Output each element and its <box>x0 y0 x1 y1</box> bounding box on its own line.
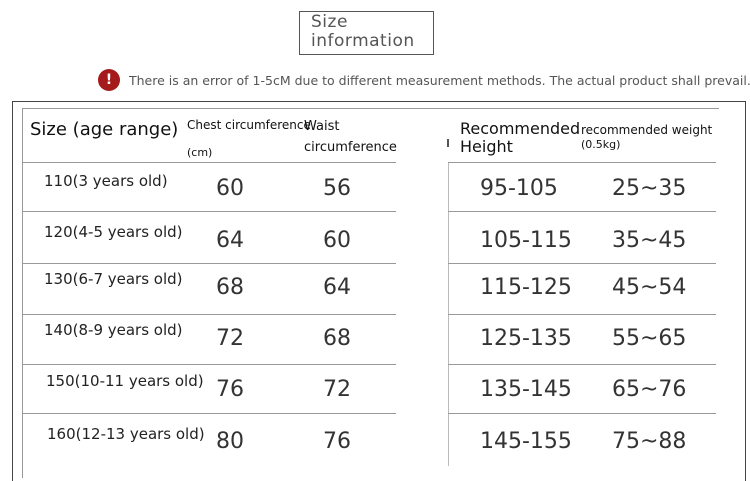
height-cell: 135-145 <box>480 377 572 402</box>
size-cell: 110(3 years old) <box>44 172 168 190</box>
weight-cell: 75~88 <box>612 429 687 454</box>
row-divider <box>23 211 396 212</box>
header-size: Size (age range) <box>30 119 179 140</box>
waist-cell: 72 <box>323 377 351 402</box>
page-title: Size information <box>299 11 434 55</box>
header-height: Recommended <box>460 119 581 138</box>
header-height-line2: Height <box>460 137 513 156</box>
header-chest: Chest circumference <box>187 118 311 132</box>
waist-cell: 76 <box>323 429 351 454</box>
row-divider <box>448 413 716 414</box>
header-dot <box>447 139 449 147</box>
waist-cell: 64 <box>323 275 351 300</box>
height-cell: 145-155 <box>480 429 572 454</box>
notice-text: There is an error of 1-5cM due to differ… <box>129 72 750 88</box>
row-divider <box>23 413 396 414</box>
waist-cell: 56 <box>323 176 351 201</box>
height-cell: 95-105 <box>480 176 558 201</box>
header-weight-unit: (0.5kg) <box>581 138 621 151</box>
chest-cell: 64 <box>216 228 244 253</box>
row-divider <box>448 314 716 315</box>
row-divider <box>23 263 396 264</box>
table-inner-frame <box>22 108 719 478</box>
chest-cell: 68 <box>216 275 244 300</box>
header-waist-line2: circumference <box>304 140 397 155</box>
row-divider <box>23 364 396 365</box>
size-cell: 120(4-5 years old) <box>44 223 183 241</box>
height-cell: 125-135 <box>480 326 572 351</box>
size-cell: 140(8-9 years old) <box>44 321 183 339</box>
row-divider <box>23 314 396 315</box>
waist-cell: 60 <box>323 228 351 253</box>
chest-cell: 60 <box>216 176 244 201</box>
size-cell: 160(12-13 years old) <box>47 425 205 443</box>
weight-cell: 45~54 <box>612 275 687 300</box>
weight-cell: 25~35 <box>612 176 687 201</box>
height-cell: 115-125 <box>480 275 572 300</box>
size-cell: 150(10-11 years old) <box>46 372 204 390</box>
exclamation-icon: ! <box>98 69 120 91</box>
row-divider <box>448 162 716 163</box>
waist-cell: 68 <box>323 326 351 351</box>
chest-cell: 80 <box>216 429 244 454</box>
header-weight: recommended weight <box>581 123 713 137</box>
weight-cell: 55~65 <box>612 326 687 351</box>
size-cell: 130(6-7 years old) <box>44 270 183 288</box>
height-cell: 105-115 <box>480 228 572 253</box>
table-outer-frame <box>12 101 746 481</box>
row-divider <box>448 263 716 264</box>
header-chest-unit: (cm) <box>187 146 213 159</box>
chest-cell: 76 <box>216 377 244 402</box>
weight-cell: 35~45 <box>612 228 687 253</box>
measurement-notice: ! There is an error of 1-5cM due to diff… <box>98 68 750 92</box>
row-divider <box>448 364 716 365</box>
chest-cell: 72 <box>216 326 244 351</box>
row-divider <box>23 162 396 163</box>
header-waist: Waist <box>304 119 340 134</box>
row-divider <box>448 211 716 212</box>
weight-cell: 65~76 <box>612 377 687 402</box>
